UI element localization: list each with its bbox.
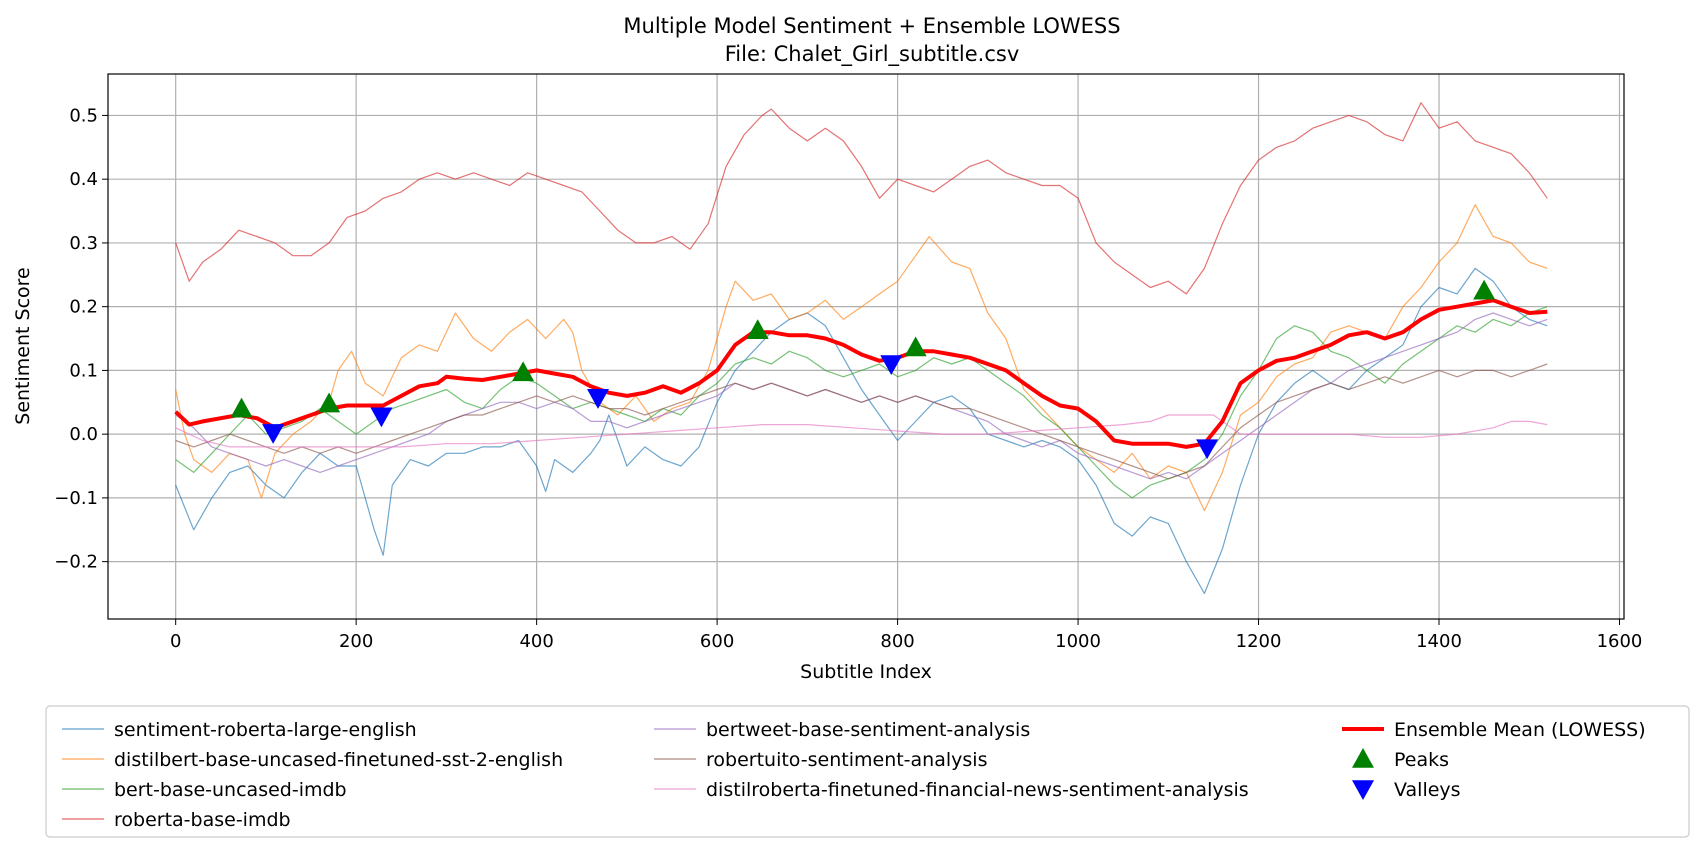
series-line — [175, 204, 1548, 512]
x-tick-label: 1000 — [1055, 631, 1101, 652]
peak-marker — [230, 397, 253, 418]
x-tick-label: 800 — [880, 631, 914, 652]
series-line — [175, 363, 1548, 480]
chart-title: Multiple Model Sentiment + Ensemble LOWE… — [623, 14, 1120, 38]
x-axis-ticks: 0 200 400 600 800 1000 1200 1400 1600 — [170, 619, 1642, 652]
peak-marker — [512, 361, 535, 382]
ensemble-line — [174, 298, 1548, 449]
series-line — [175, 306, 1548, 499]
x-tick-label: 600 — [700, 631, 734, 652]
x-tick-label: 0 — [170, 631, 181, 652]
legend-label: bert-base-uncased-imdb — [114, 779, 347, 801]
legend: sentiment-roberta-large-english distilber… — [62, 719, 1646, 831]
y-tick-label: 0.2 — [69, 297, 98, 318]
valley-marker — [370, 407, 393, 428]
legend-peak-icon — [1352, 748, 1374, 768]
y-axis-label: Sentiment Score — [12, 267, 34, 424]
legend-label: robertuito-sentiment-analysis — [706, 749, 987, 771]
y-tick-label: 0.5 — [69, 105, 98, 126]
peak-marker — [1473, 279, 1496, 300]
peak-marker — [904, 336, 927, 357]
x-axis-label: Subtitle Index — [800, 661, 932, 683]
legend-label: distilroberta-finetuned-financial-news-s… — [706, 779, 1249, 801]
y-tick-label: 0.1 — [69, 360, 98, 381]
y-tick-label: −0.1 — [54, 488, 98, 509]
y-tick-label: 0.3 — [69, 233, 98, 254]
y-tick-label: −0.2 — [54, 552, 98, 573]
x-tick-label: 1200 — [1236, 631, 1282, 652]
legend-label: sentiment-roberta-large-english — [114, 719, 417, 741]
grid-lines — [108, 74, 1624, 619]
peak-marker — [746, 319, 769, 340]
valley-marker — [1196, 439, 1219, 460]
series-line — [175, 102, 1548, 295]
legend-label: bertweet-base-sentiment-analysis — [706, 719, 1030, 741]
chart-subtitle: File: Chalet_Girl_subtitle.csv — [725, 42, 1020, 67]
y-tick-label: 0.0 — [69, 424, 98, 445]
legend-label: Peaks — [1394, 749, 1449, 771]
valley-marker — [586, 389, 609, 409]
x-tick-label: 200 — [339, 631, 373, 652]
y-axis-ticks: −0.2 −0.1 0.0 0.1 0.2 0.3 0.4 0.5 — [54, 105, 108, 573]
legend-valley-icon — [1352, 780, 1374, 800]
legend-label: Ensemble Mean (LOWESS) — [1394, 719, 1646, 741]
valley-marker — [880, 355, 903, 376]
peak-marker — [318, 392, 341, 413]
series-line — [175, 414, 1548, 448]
x-tick-label: 1600 — [1597, 631, 1643, 652]
peak-valley-markers — [230, 279, 1496, 460]
x-tick-label: 1400 — [1416, 631, 1462, 652]
legend-label: distilbert-base-uncased-finetuned-sst-2-… — [114, 749, 563, 771]
valley-marker — [262, 424, 285, 444]
series-lines — [174, 102, 1548, 595]
legend-label: Valleys — [1394, 779, 1461, 801]
plot-frame — [107, 73, 1625, 620]
series-line — [175, 267, 1548, 595]
legend-box — [45, 705, 1690, 838]
y-tick-label: 0.4 — [69, 169, 98, 190]
legend-label: roberta-base-imdb — [114, 809, 291, 831]
x-tick-label: 400 — [519, 631, 553, 652]
